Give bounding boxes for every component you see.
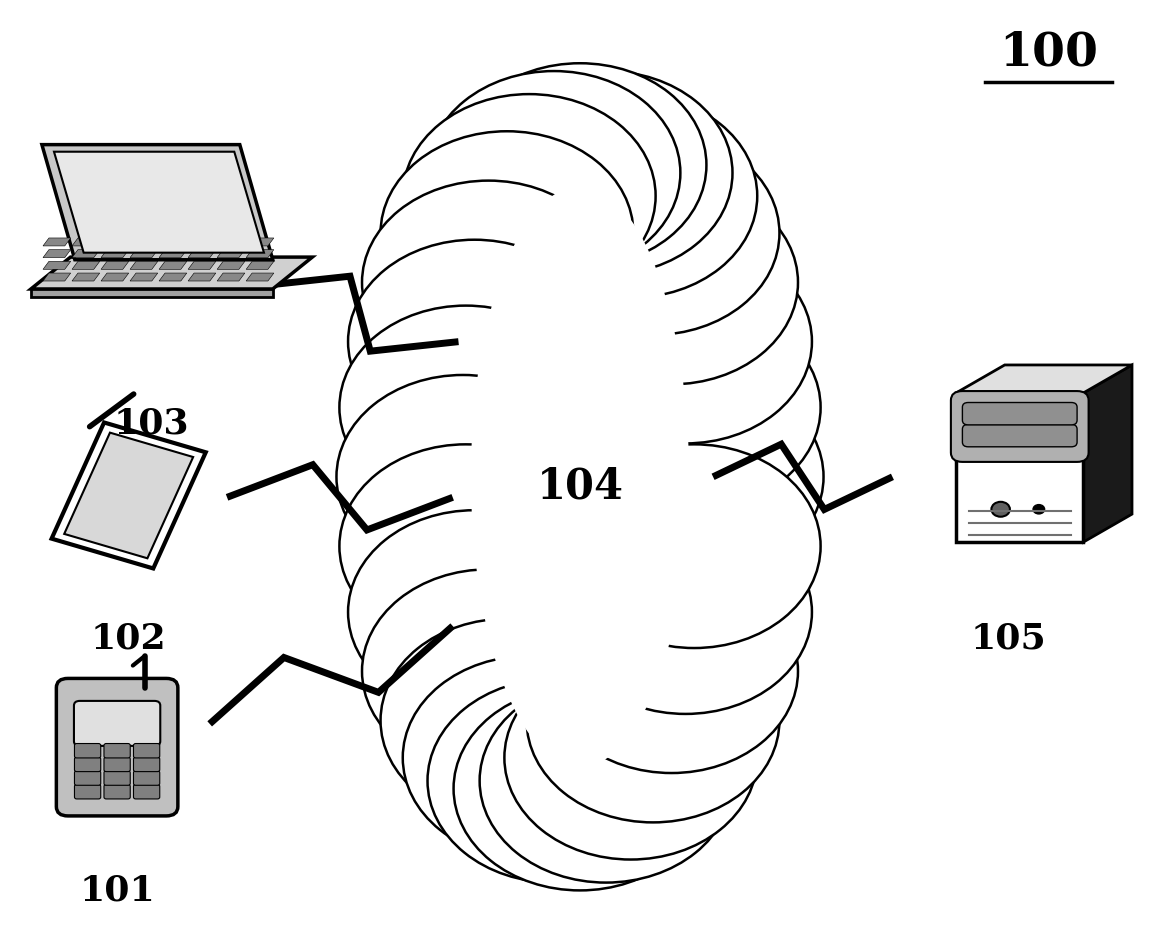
Circle shape [403, 655, 655, 859]
Polygon shape [246, 250, 274, 258]
FancyBboxPatch shape [133, 757, 160, 771]
Circle shape [505, 655, 757, 859]
Circle shape [479, 679, 732, 883]
Text: 100: 100 [999, 30, 1099, 76]
Circle shape [454, 686, 706, 890]
Circle shape [567, 306, 820, 510]
Polygon shape [31, 257, 312, 289]
Circle shape [545, 569, 798, 773]
FancyBboxPatch shape [133, 770, 160, 785]
Polygon shape [130, 273, 158, 281]
FancyBboxPatch shape [104, 784, 130, 798]
Polygon shape [130, 238, 158, 246]
Polygon shape [101, 273, 129, 281]
Polygon shape [72, 238, 100, 246]
Polygon shape [217, 238, 245, 246]
Polygon shape [217, 250, 245, 258]
Text: 104: 104 [536, 465, 624, 507]
FancyBboxPatch shape [104, 743, 130, 758]
Polygon shape [130, 262, 158, 269]
FancyBboxPatch shape [133, 784, 160, 798]
Circle shape [428, 679, 681, 883]
FancyBboxPatch shape [74, 784, 101, 798]
Circle shape [340, 306, 593, 510]
Circle shape [336, 375, 589, 579]
Polygon shape [43, 238, 71, 246]
Polygon shape [159, 273, 187, 281]
Polygon shape [188, 250, 216, 258]
FancyBboxPatch shape [74, 757, 101, 771]
Polygon shape [43, 262, 71, 269]
Circle shape [428, 71, 681, 275]
FancyBboxPatch shape [74, 743, 101, 758]
Circle shape [362, 180, 615, 384]
Polygon shape [42, 145, 273, 260]
Circle shape [527, 619, 780, 823]
Text: 103: 103 [114, 407, 189, 441]
Polygon shape [101, 262, 129, 269]
Circle shape [479, 71, 732, 275]
Polygon shape [217, 262, 245, 269]
FancyBboxPatch shape [963, 424, 1078, 447]
Polygon shape [51, 423, 205, 568]
Polygon shape [72, 250, 100, 258]
Polygon shape [159, 262, 187, 269]
Polygon shape [130, 250, 158, 258]
Polygon shape [72, 273, 100, 281]
Polygon shape [246, 273, 274, 281]
FancyBboxPatch shape [963, 402, 1078, 424]
Circle shape [505, 94, 757, 298]
FancyBboxPatch shape [104, 757, 130, 771]
Polygon shape [31, 289, 273, 297]
Circle shape [545, 180, 798, 384]
Polygon shape [159, 250, 187, 258]
Polygon shape [217, 273, 245, 281]
Text: 105: 105 [970, 622, 1046, 655]
Circle shape [348, 511, 601, 714]
Polygon shape [246, 238, 274, 246]
Circle shape [559, 511, 812, 714]
Circle shape [348, 239, 601, 443]
Polygon shape [55, 151, 264, 252]
Ellipse shape [471, 186, 689, 768]
Polygon shape [159, 238, 187, 246]
Circle shape [559, 239, 812, 443]
Polygon shape [1083, 365, 1132, 542]
Polygon shape [188, 238, 216, 246]
Polygon shape [956, 393, 1083, 542]
Circle shape [403, 94, 655, 298]
FancyBboxPatch shape [951, 391, 1088, 462]
FancyBboxPatch shape [133, 743, 160, 758]
Circle shape [571, 375, 824, 579]
Polygon shape [72, 262, 100, 269]
Polygon shape [101, 250, 129, 258]
Circle shape [380, 131, 633, 335]
Circle shape [567, 444, 820, 648]
Text: 102: 102 [90, 622, 167, 655]
FancyBboxPatch shape [104, 770, 130, 785]
FancyBboxPatch shape [74, 770, 101, 785]
Ellipse shape [447, 122, 713, 831]
Polygon shape [43, 273, 71, 281]
Polygon shape [246, 262, 274, 269]
Polygon shape [64, 433, 194, 558]
Polygon shape [101, 238, 129, 246]
Circle shape [1034, 505, 1045, 514]
Polygon shape [188, 273, 216, 281]
Circle shape [454, 64, 706, 266]
FancyBboxPatch shape [57, 679, 177, 816]
FancyBboxPatch shape [74, 701, 160, 746]
Circle shape [362, 569, 615, 773]
Circle shape [992, 502, 1010, 517]
Circle shape [340, 444, 593, 648]
Circle shape [380, 619, 633, 823]
Polygon shape [956, 365, 1132, 393]
Polygon shape [43, 250, 71, 258]
Text: 101: 101 [79, 873, 155, 907]
Circle shape [527, 131, 780, 335]
Polygon shape [188, 262, 216, 269]
